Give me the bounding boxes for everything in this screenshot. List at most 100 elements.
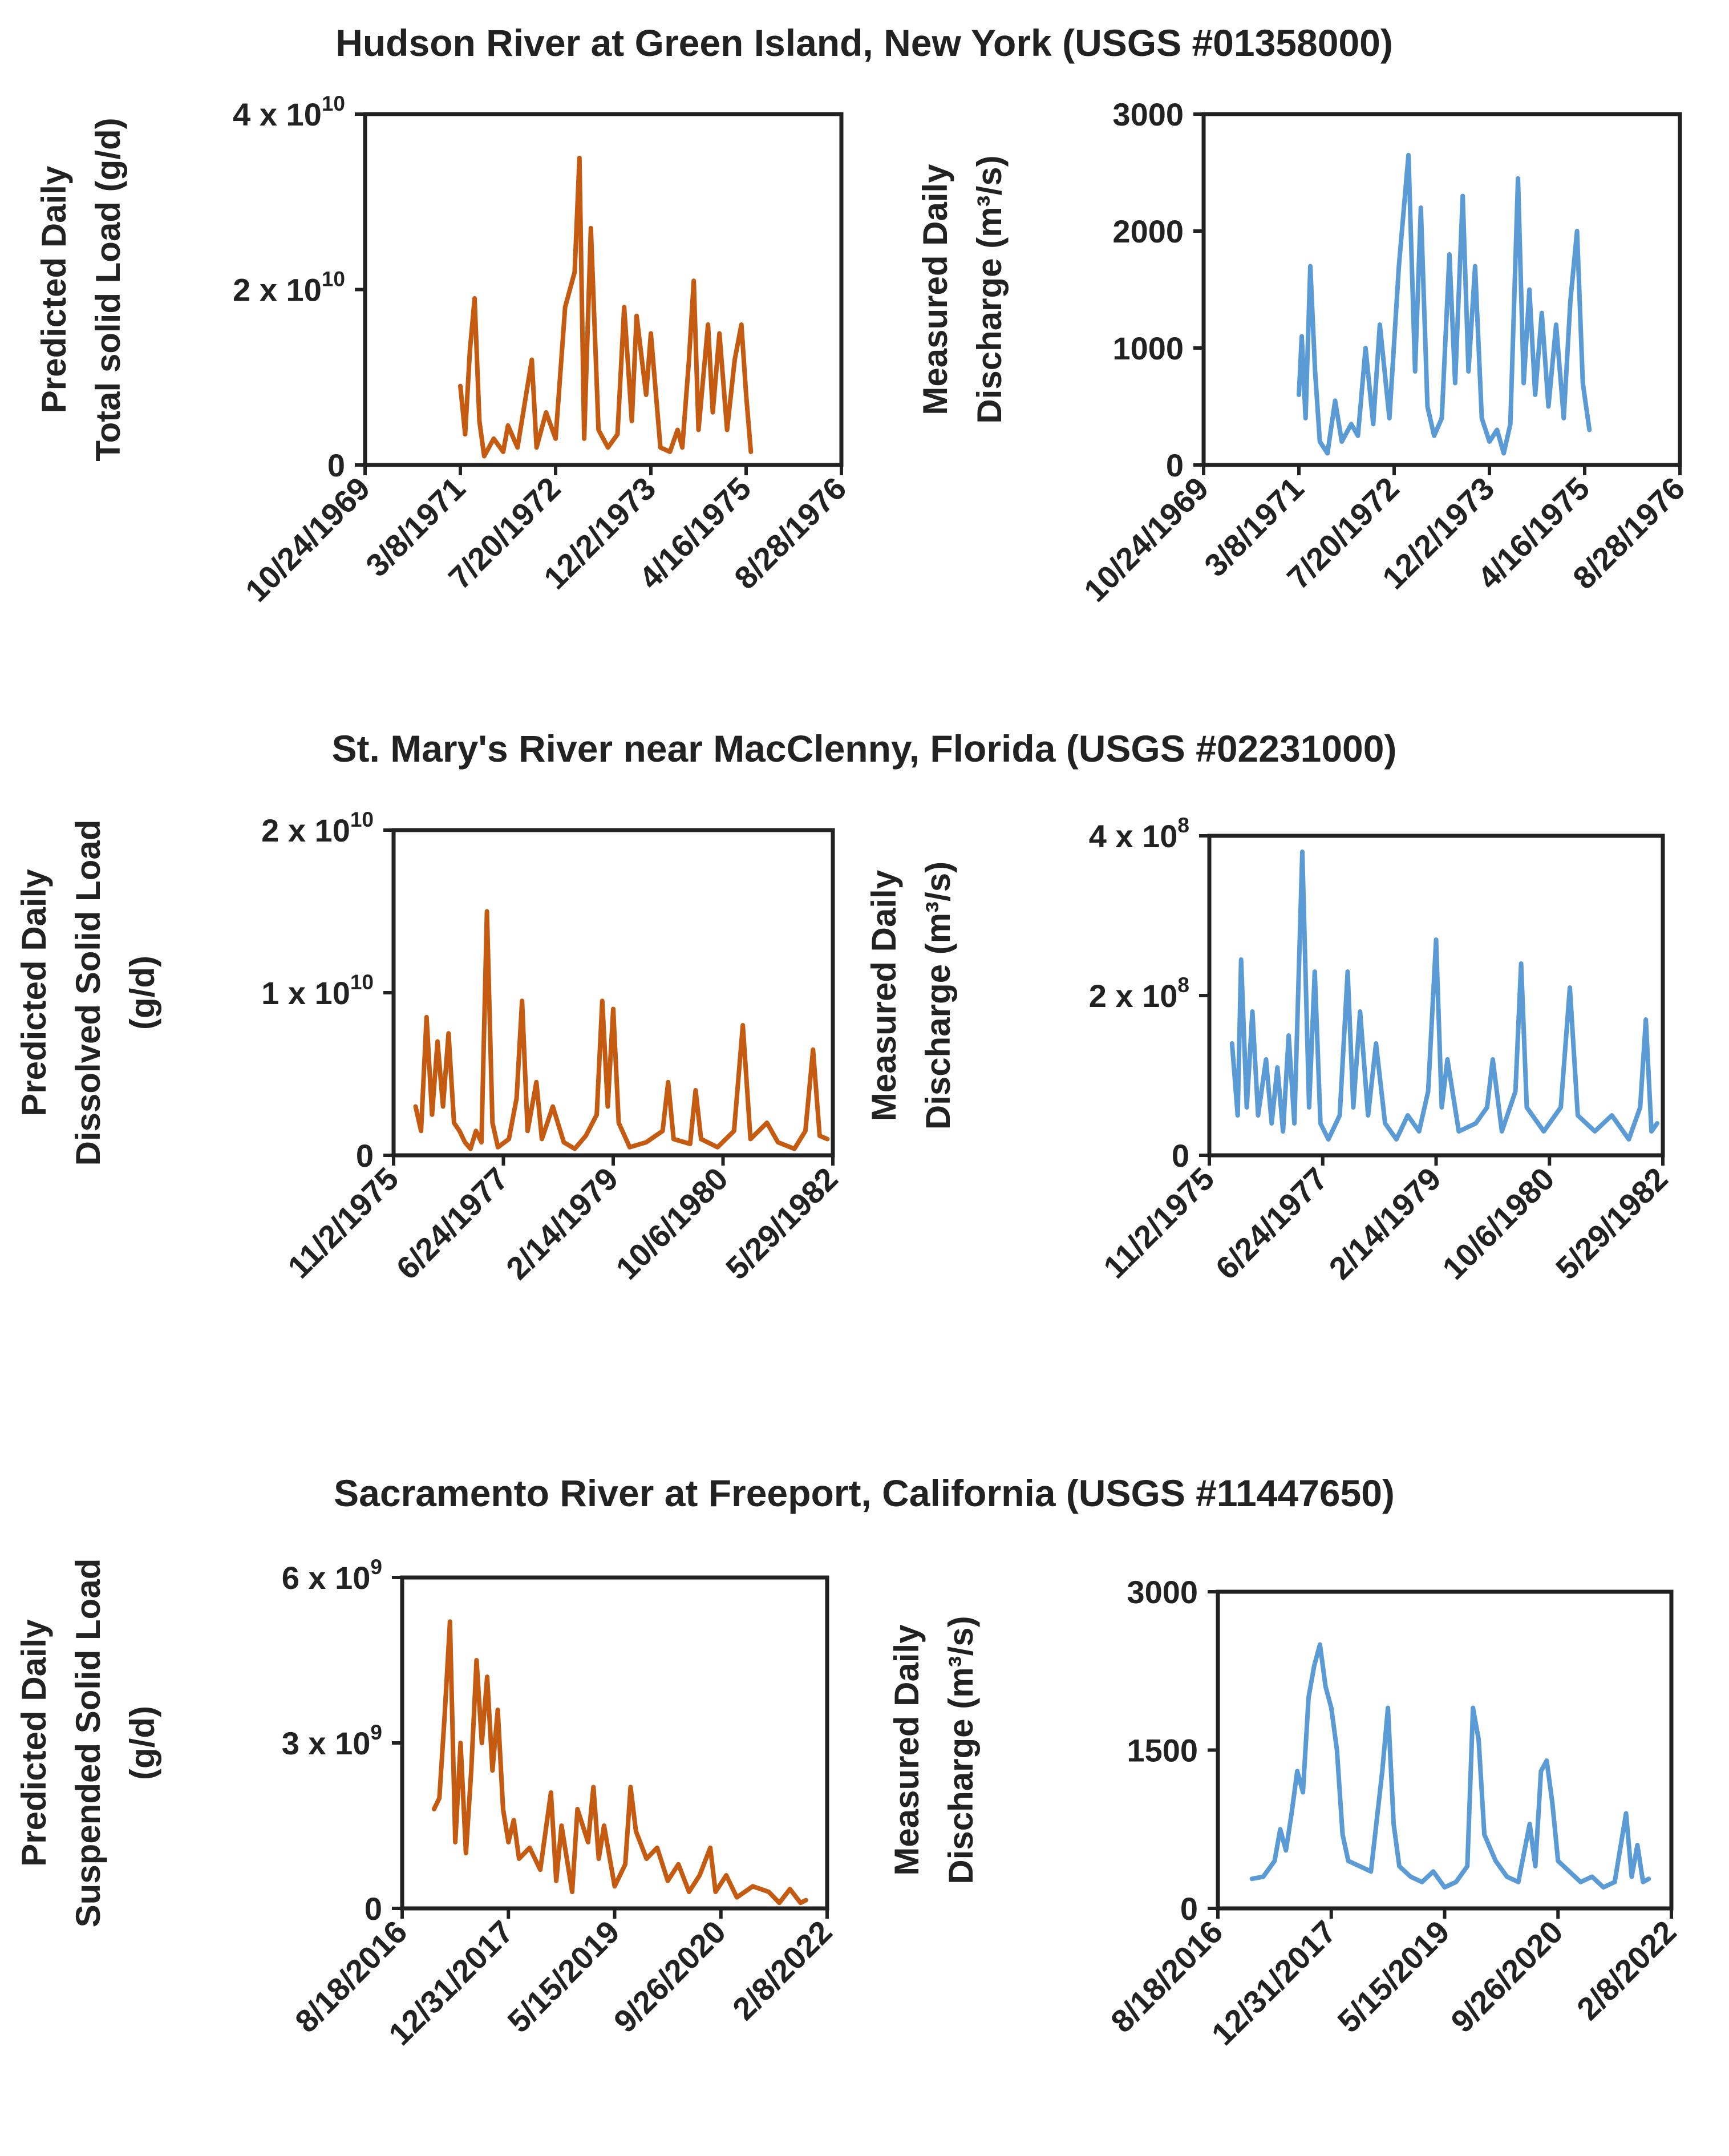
x-tick-label-6-24-1977: 6/24/1977 <box>389 1160 515 1287</box>
sacramento-load-y-axis-label-line: Suspended Solid Load <box>69 1559 107 1928</box>
sacramento-load-y-tick-exponent: 9 <box>370 1555 382 1579</box>
panel-sacramento-discharge: 0150030008/18/201612/31/20175/15/20199/2… <box>888 1574 1683 2052</box>
sacramento-load-y-tick-label: 0 <box>365 1891 382 1927</box>
sacramento-discharge-y-tick-base: 0 <box>1180 1891 1198 1927</box>
x-tick-label-10-24-1969: 10/24/1969 <box>238 470 377 609</box>
stmarys-load-y-tick-base: 2 x 10 <box>261 812 350 848</box>
hudson-discharge-y-tick-base: 1000 <box>1112 330 1184 366</box>
hudson-load-y-tick-label: 2 x 1010 <box>233 268 345 308</box>
hudson-load-y-tick-base: 0 <box>327 447 345 483</box>
sacramento-discharge-y-axis-label-line: Measured Daily <box>888 1624 926 1876</box>
hudson-discharge-y-tick-label: 1000 <box>1112 330 1184 366</box>
x-tick-label-10-6-1980: 10/6/1980 <box>1435 1160 1561 1287</box>
stmarys-discharge-y-axis-label-line: Discharge (m³/s) <box>919 861 957 1130</box>
x-tick-label-12-31-2017: 12/31/2017 <box>1204 1914 1343 2052</box>
hudson-discharge-series-line <box>1297 152 1592 456</box>
stmarys-load-y-tick-exponent: 10 <box>350 808 374 831</box>
sacramento-load-y-tick-base: 0 <box>365 1891 382 1927</box>
panel-hudson-discharge: 010002000300010/24/19693/8/19717/20/1972… <box>916 96 1691 609</box>
sacramento-discharge-y-axis-label-line: Discharge (m³/s) <box>942 1616 980 1884</box>
x-tick-label-5-29-1982: 5/29/1982 <box>1549 1160 1675 1287</box>
hudson-discharge-y-tick-label: 2000 <box>1112 213 1184 249</box>
sacramento-load-y-tick-label: 3 x 109 <box>282 1721 382 1761</box>
row-title-hudson: Hudson River at Green Island, New York (… <box>335 22 1393 64</box>
hudson-load-y-tick-exponent: 10 <box>322 268 345 291</box>
sacramento-discharge-y-tick-base: 3000 <box>1127 1574 1198 1610</box>
hudson-load-y-tick-label: 0 <box>327 447 345 483</box>
x-tick-label-5-15-2019: 5/15/2019 <box>1330 1914 1456 2040</box>
hudson-discharge-plot-frame <box>1201 112 1682 467</box>
stmarys-discharge-series-line <box>1229 850 1660 1142</box>
stmarys-load-series-line <box>413 909 830 1151</box>
hudson-discharge-y-tick-label: 3000 <box>1112 96 1184 132</box>
sacramento-load-y-tick-base: 3 x 10 <box>282 1725 371 1761</box>
stmarys-discharge-y-tick-base: 0 <box>1172 1138 1189 1174</box>
stmarys-load-y-tick-base: 0 <box>356 1138 374 1174</box>
row-title-sacramento: Sacramento River at Freeport, California… <box>334 1472 1395 1514</box>
sacramento-load-y-axis-label-line: Predicted Daily <box>15 1619 53 1867</box>
stmarys-load-y-tick-label: 1 x 1010 <box>261 970 374 1011</box>
stmarys-discharge-y-tick-exponent: 8 <box>1177 973 1189 997</box>
x-tick-label-6-24-1977: 6/24/1977 <box>1209 1160 1335 1287</box>
hudson-discharge-y-tick-label: 0 <box>1166 447 1184 483</box>
stmarys-load-y-axis-label-line: (g/d) <box>123 956 161 1030</box>
hudson-load-y-axis-label-line: Predicted Daily <box>35 165 73 413</box>
stmarys-discharge-y-tick-exponent: 8 <box>1177 814 1189 837</box>
hudson-load-y-tick-base: 4 x 10 <box>233 96 322 132</box>
stmarys-load-y-axis-label-line: Predicted Daily <box>15 869 53 1117</box>
x-tick-label-9-26-2020: 9/26/2020 <box>607 1914 733 2040</box>
sacramento-load-y-tick-base: 6 x 10 <box>282 1560 371 1596</box>
x-tick-label-2-14-1979: 2/14/1979 <box>499 1160 625 1287</box>
sacramento-discharge-plot-frame <box>1216 1589 1674 1911</box>
hudson-load-y-tick-label: 4 x 1010 <box>233 92 345 132</box>
x-tick-label-9-26-2020: 9/26/2020 <box>1444 1914 1570 2040</box>
hudson-load-plot-frame <box>363 112 844 467</box>
sacramento-discharge-y-tick-label: 3000 <box>1127 1574 1198 1610</box>
stmarys-load-y-tick-label: 0 <box>356 1138 374 1174</box>
x-tick-label-11-2-1975: 11/2/1975 <box>281 1160 406 1285</box>
stmarys-discharge-y-axis-label-line: Measured Daily <box>865 869 903 1121</box>
hudson-load-y-axis-label-line: Total solid Load (g/d) <box>89 118 127 461</box>
stmarys-discharge-y-tick-label: 0 <box>1172 1138 1189 1174</box>
stmarys-discharge-y-tick-label: 4 x 108 <box>1089 814 1189 854</box>
stmarys-load-y-axis-label-line: Dissolved Solid Load <box>69 820 107 1166</box>
x-tick-label-5-29-1982: 5/29/1982 <box>719 1160 845 1287</box>
stmarys-load-y-tick-exponent: 10 <box>350 970 374 994</box>
sacramento-load-plot-frame <box>400 1575 829 1911</box>
stmarys-load-plot-frame <box>391 828 835 1158</box>
x-tick-label-2-8-2022: 2/8/2022 <box>1570 1914 1683 2027</box>
hudson-load-y-tick-exponent: 10 <box>322 92 345 115</box>
hudson-discharge-y-axis-label-line: Discharge (m³/s) <box>970 155 1009 423</box>
x-tick-label-11-2-1975: 11/2/1975 <box>1096 1160 1221 1285</box>
x-tick-label-2-8-2022: 2/8/2022 <box>726 1914 839 2027</box>
sacramento-load-y-axis-label-line: (g/d) <box>123 1706 161 1780</box>
hudson-discharge-y-tick-base: 3000 <box>1112 96 1184 132</box>
hudson-load-series-line <box>458 155 754 459</box>
sacramento-discharge-y-tick-base: 1500 <box>1127 1733 1198 1769</box>
x-tick-label-10-6-1980: 10/6/1980 <box>609 1160 735 1287</box>
stmarys-load-y-tick-base: 1 x 10 <box>261 975 350 1011</box>
hudson-load-y-tick-base: 2 x 10 <box>233 272 322 308</box>
row-title-stmarys: St. Mary's River near MacClenny, Florida… <box>332 727 1397 770</box>
x-tick-label-10-24-1969: 10/24/1969 <box>1077 470 1216 609</box>
stmarys-load-y-tick-label: 2 x 1010 <box>261 808 374 848</box>
hudson-discharge-y-axis-label-line: Measured Daily <box>916 164 954 415</box>
sacramento-discharge-series-line <box>1249 1642 1651 1890</box>
x-tick-label-2-14-1979: 2/14/1979 <box>1322 1160 1448 1287</box>
sacramento-discharge-y-tick-label: 1500 <box>1127 1733 1198 1769</box>
stmarys-discharge-y-tick-base: 2 x 10 <box>1089 978 1178 1014</box>
hudson-discharge-y-tick-base: 2000 <box>1112 213 1184 249</box>
sacramento-load-y-tick-exponent: 9 <box>370 1721 382 1744</box>
stmarys-discharge-y-tick-base: 4 x 10 <box>1089 818 1178 854</box>
sacramento-load-y-tick-label: 6 x 109 <box>282 1555 382 1596</box>
sacramento-load-series-line <box>431 1619 808 1906</box>
x-tick-label-5-15-2019: 5/15/2019 <box>500 1914 626 2040</box>
hudson-discharge-y-tick-base: 0 <box>1166 447 1184 483</box>
sacramento-discharge-y-tick-label: 0 <box>1180 1891 1198 1927</box>
stmarys-discharge-y-tick-label: 2 x 108 <box>1089 973 1189 1014</box>
